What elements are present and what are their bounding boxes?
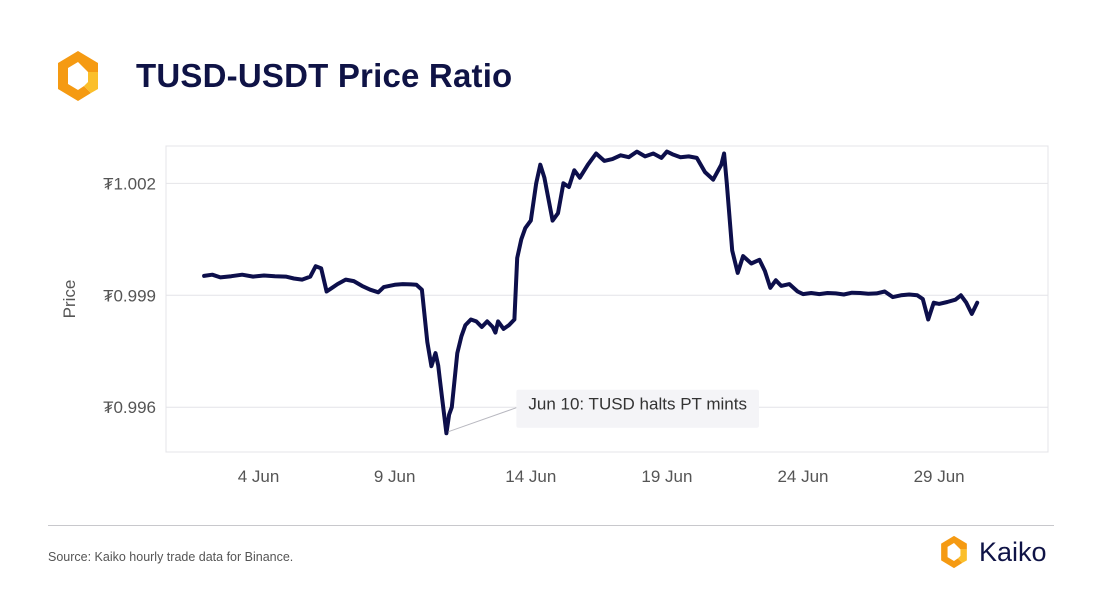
x-tick-label: 4 Jun xyxy=(238,467,280,486)
brand-name: Kaiko xyxy=(979,536,1047,567)
chart: ₮0.996 ₮0.999 ₮1.002 4 Jun 9 Jun 14 Jun 19 Ju… xyxy=(60,145,1049,486)
y-tick-labels: ₮0.996 ₮0.999 ₮1.002 xyxy=(103,174,156,417)
y-tick-label: ₮0.999 xyxy=(103,286,156,305)
plot-frame xyxy=(165,145,1049,453)
x-tick-label: 14 Jun xyxy=(505,467,556,486)
footer-divider xyxy=(48,525,1054,526)
y-tick-label: ₮0.996 xyxy=(103,398,156,417)
x-tick-label: 19 Jun xyxy=(641,467,692,486)
annotation-text: Jun 10: TUSD halts PT mints xyxy=(528,395,747,414)
x-tick-label: 29 Jun xyxy=(914,467,965,486)
y-tick-label: ₮1.002 xyxy=(103,174,156,193)
x-tick-labels: 4 Jun 9 Jun 14 Jun 19 Jun 24 Jun 29 Jun xyxy=(238,467,965,486)
annotation-leader-line xyxy=(448,407,517,433)
kaiko-logo-icon xyxy=(58,51,98,101)
annotation-box xyxy=(516,389,759,428)
source-note: Source: Kaiko hourly trade data for Bina… xyxy=(48,550,294,564)
annotation: Jun 10: TUSD halts PT mints xyxy=(448,389,759,433)
page-title: TUSD-USDT Price Ratio xyxy=(136,57,513,94)
brand-logo: Kaiko xyxy=(936,534,1047,570)
header: TUSD-USDT Price Ratio xyxy=(50,44,512,108)
price-ratio-line xyxy=(202,149,980,436)
x-tick-label: 24 Jun xyxy=(777,467,828,486)
x-tick-label: 9 Jun xyxy=(374,467,416,486)
kaiko-logo-icon xyxy=(941,535,967,569)
y-axis-label: Price xyxy=(60,280,79,319)
